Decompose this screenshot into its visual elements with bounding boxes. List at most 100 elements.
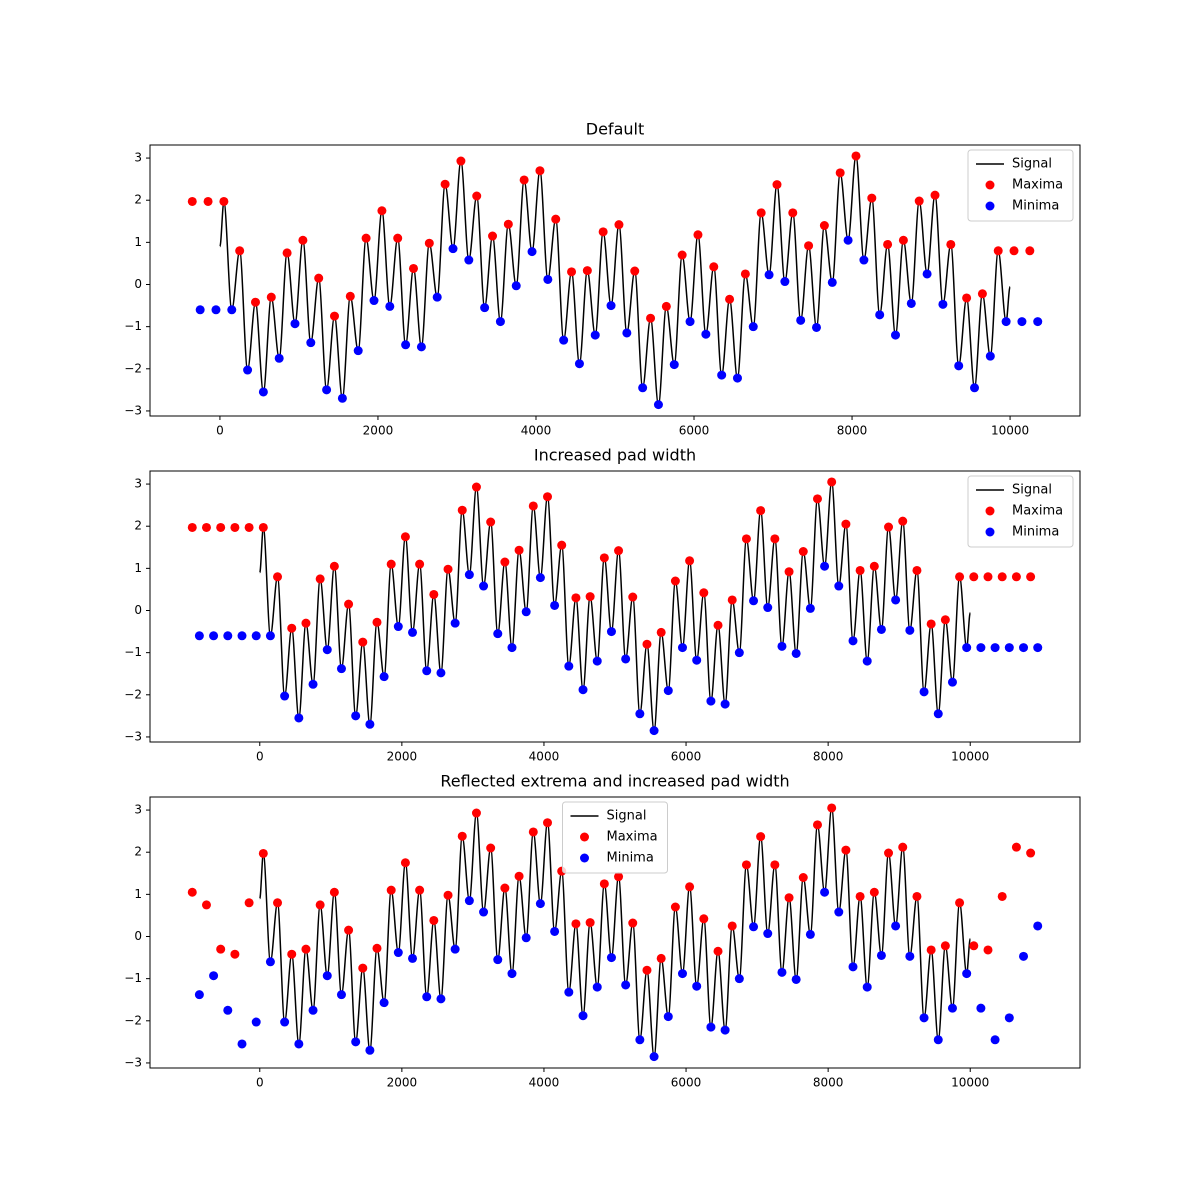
extremum-point <box>209 631 219 641</box>
extremum-point <box>791 974 801 984</box>
extremum-point <box>933 709 943 719</box>
legend-marker <box>985 506 995 516</box>
extremum-point <box>590 330 600 340</box>
extremum-point <box>883 239 893 249</box>
extremum-point <box>756 832 766 842</box>
extremum-point <box>464 570 474 580</box>
extremum-point <box>372 943 382 953</box>
extremum-point <box>598 227 608 237</box>
extremum-point <box>408 953 418 963</box>
legend: Signal Maxima Minima <box>967 475 1074 548</box>
extremum-point <box>685 317 695 327</box>
extremum-point <box>914 196 924 206</box>
extremum-point <box>1019 643 1029 653</box>
y-tick-label: −1 <box>124 645 142 659</box>
extremum-point <box>258 848 268 858</box>
extremum-point <box>514 545 524 555</box>
extremum-point <box>194 631 204 641</box>
x-tick-label: 0 <box>256 750 264 764</box>
extremum-point <box>614 220 624 230</box>
extremum-point <box>251 1017 261 1027</box>
extremum-point <box>693 230 703 240</box>
extremum-point <box>649 1052 659 1062</box>
extremum-point <box>656 953 666 963</box>
extremum-point <box>788 208 798 218</box>
chart-title: Default <box>586 120 644 139</box>
extremum-point <box>969 941 979 951</box>
y-tick-label: 1 <box>134 887 142 901</box>
extremum-point <box>1033 921 1043 931</box>
extremum-point <box>748 322 758 332</box>
extremum-point <box>493 629 503 639</box>
extremum-point <box>422 992 432 1002</box>
extremum-point <box>203 196 213 206</box>
x-tick-label: 4000 <box>529 750 560 764</box>
extremum-point <box>1001 317 1011 327</box>
x-tick-label: 4000 <box>521 424 552 438</box>
extremum-point <box>876 950 886 960</box>
extremum-point <box>386 885 396 895</box>
extremum-point <box>409 263 419 273</box>
extremum-point <box>543 492 553 502</box>
extremum-point <box>592 982 602 992</box>
extremum-point <box>322 971 332 981</box>
extremum-point <box>273 898 283 908</box>
extremum-point <box>266 292 276 302</box>
y-tick-label: 2 <box>134 519 142 533</box>
extremum-point <box>223 1005 233 1015</box>
extremum-point <box>493 955 503 965</box>
extremum-point <box>385 301 395 311</box>
extremum-point <box>1033 317 1043 327</box>
legend-label: Maxima <box>1012 178 1063 193</box>
extremum-point <box>985 351 995 361</box>
extremum-point <box>195 305 205 315</box>
extremum-point <box>1017 317 1027 327</box>
legend-marker <box>985 201 995 211</box>
extremum-point <box>827 477 837 487</box>
y-tick-label: 0 <box>134 929 142 943</box>
extremum-point <box>258 522 268 532</box>
extremum-point <box>741 860 751 870</box>
extremum-point <box>488 231 498 241</box>
extremum-point <box>379 998 389 1008</box>
extremum-point <box>1004 1013 1014 1023</box>
extremum-point <box>638 383 648 393</box>
extremum-point <box>876 624 886 634</box>
extremum-point <box>940 941 950 951</box>
extremum-point <box>358 637 368 647</box>
extremum-point <box>369 296 379 306</box>
extremum-point <box>535 899 545 909</box>
y-tick-label: 3 <box>134 803 142 817</box>
extremum-point <box>187 887 197 897</box>
extremum-point <box>386 559 396 569</box>
extremum-point <box>408 627 418 637</box>
extremum-point <box>819 220 829 230</box>
extremum-point <box>713 946 723 956</box>
extremum-point <box>507 643 517 653</box>
extremum-point <box>784 567 794 577</box>
x-tick-label: 4000 <box>529 1076 560 1090</box>
legend: Signal Maxima Minima <box>967 149 1074 222</box>
extremum-point <box>805 929 815 939</box>
y-tick-label: 2 <box>134 193 142 207</box>
legend-label: Signal <box>1012 157 1052 172</box>
x-tick-label: 8000 <box>813 1076 844 1090</box>
extremum-point <box>345 291 355 301</box>
extremum-point <box>280 1017 290 1027</box>
extremum-point <box>450 618 460 628</box>
extremum-point <box>400 858 410 868</box>
extremum-point <box>535 573 545 583</box>
extremum-point <box>1019 951 1029 961</box>
extremum-point <box>656 627 666 637</box>
extremum-point <box>727 921 737 931</box>
extremum-point <box>976 643 986 653</box>
extremum-point <box>720 699 730 709</box>
extremum-point <box>599 879 609 889</box>
extremum-point <box>1026 572 1036 582</box>
legend-marker <box>580 832 589 842</box>
extremum-point <box>592 656 602 666</box>
extremum-point <box>329 561 339 571</box>
extremum-point <box>962 293 972 303</box>
extremum-point <box>457 831 467 841</box>
